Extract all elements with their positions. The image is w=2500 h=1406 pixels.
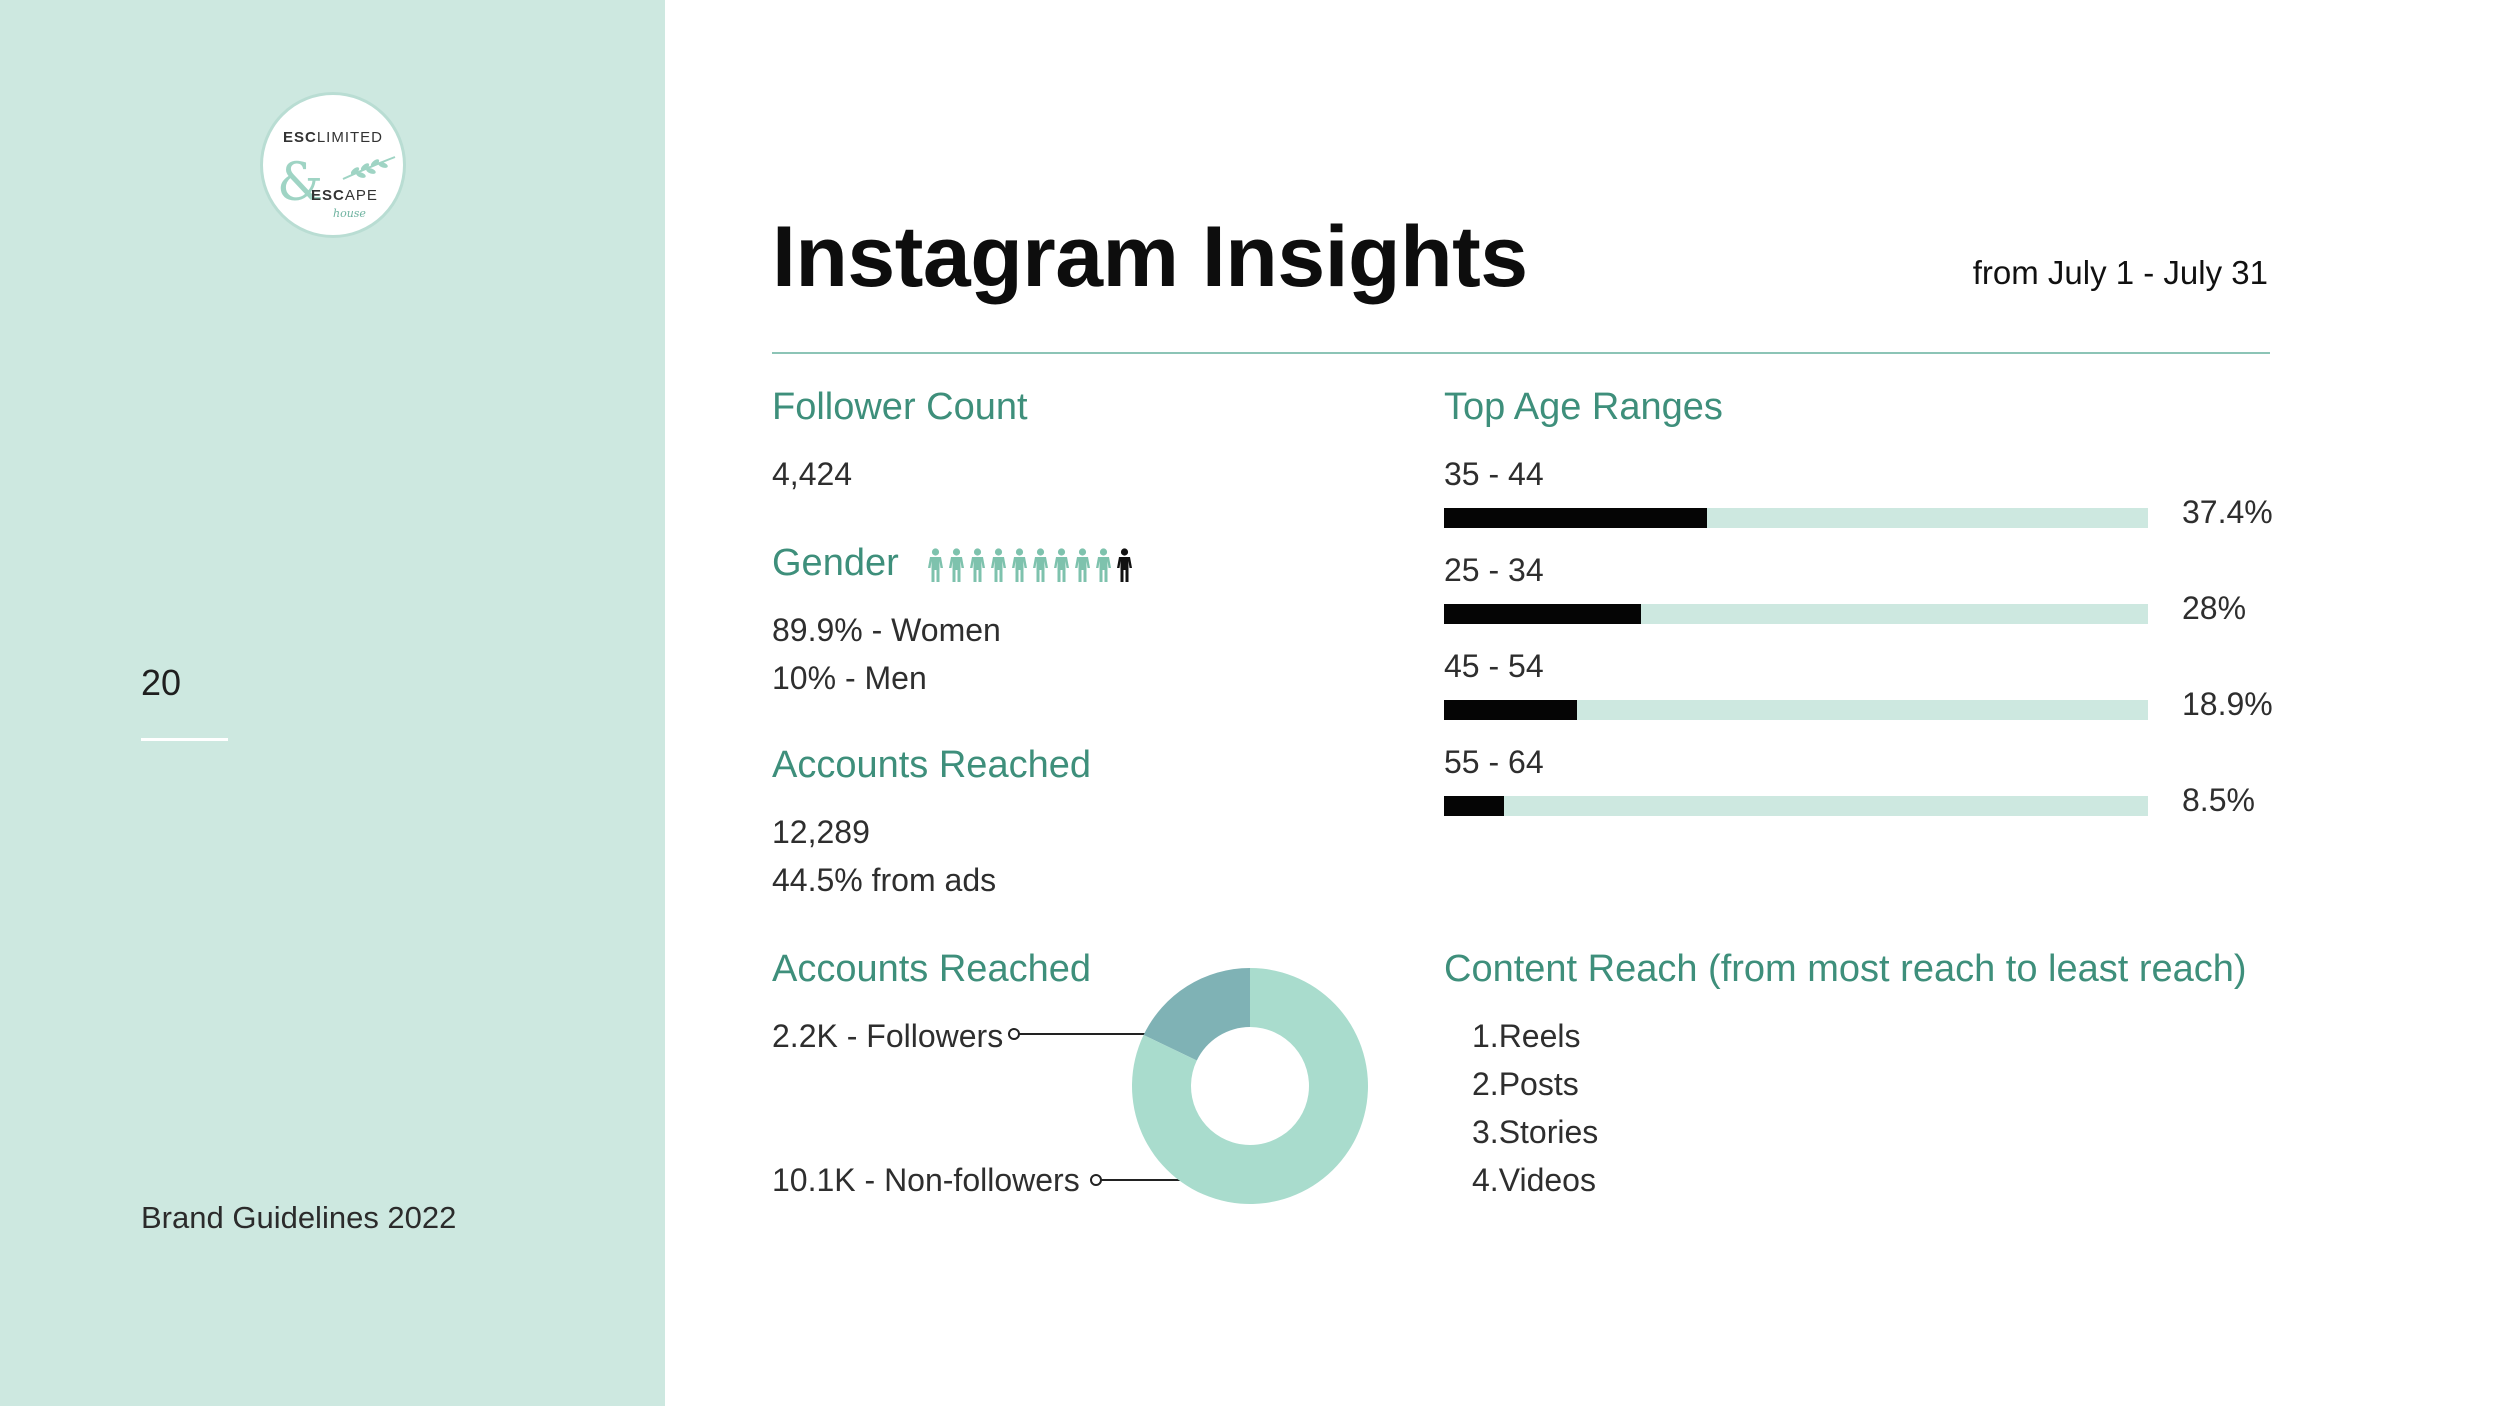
woman-icon <box>1052 548 1071 584</box>
gender-men: 10% - Men <box>772 660 927 696</box>
age-bar-track <box>1444 604 2148 624</box>
follower-count-value: 4,424 <box>772 456 853 492</box>
woman-icon <box>947 548 966 584</box>
accounts-reached-heading: Accounts Reached <box>772 744 1091 786</box>
content-reach-item: 3.Stories <box>1472 1114 1599 1150</box>
age-label: 25 - 34 <box>1444 552 1544 588</box>
woman-icon <box>1031 548 1050 584</box>
ampersand-mark: & <box>277 153 324 213</box>
brand-footer: Brand Guidelines 2022 <box>141 1200 457 1235</box>
header-divider <box>772 352 2270 354</box>
age-bar-fill <box>1444 508 1708 528</box>
woman-icon <box>1094 548 1113 584</box>
nonfollowers-leader-line <box>1100 1179 1246 1181</box>
age-bar-fill <box>1444 796 1504 816</box>
woman-icon <box>989 548 1008 584</box>
content-reach-heading: Content Reach (from most reach to least … <box>1444 948 2247 990</box>
content-reach-item: 2.Posts <box>1472 1066 1579 1102</box>
followers-label: 2.2K - Followers <box>772 1018 1004 1054</box>
gender-heading: Gender <box>772 542 899 584</box>
accounts-donut-chart <box>1132 968 1368 1204</box>
content-reach-item: 4.Videos <box>1472 1162 1596 1198</box>
logo-top-text: ESCLIMITED <box>282 129 384 146</box>
logo-bottom-text: ESCAPE <box>311 187 378 204</box>
woman-icon <box>968 548 987 584</box>
woman-icon <box>1010 548 1029 584</box>
follower-count-heading: Follower Count <box>772 386 1028 428</box>
sidebar: ESCLIMITED & ESCAPE house 20 Brand Guide… <box>0 0 665 1406</box>
nonfollowers-label: 10.1K - Non-followers <box>772 1162 1080 1198</box>
age-bar-fill <box>1444 700 1578 720</box>
followers-leader-line <box>1018 1033 1188 1035</box>
donut-slice-nonfollowers <box>1132 968 1368 1204</box>
age-bar-value: 18.9% <box>2182 686 2273 722</box>
accounts-reached-value: 12,289 <box>772 814 870 850</box>
logo-script-text: house <box>333 207 366 220</box>
accounts-breakdown-heading: Accounts Reached <box>772 948 1091 990</box>
age-bar-value: 37.4% <box>2182 494 2273 530</box>
age-bar-value: 8.5% <box>2182 782 2255 818</box>
age-bar-track <box>1444 508 2148 528</box>
woman-icon <box>1073 548 1092 584</box>
woman-icon <box>926 548 945 584</box>
age-label: 55 - 64 <box>1444 744 1544 780</box>
man-icon <box>1115 548 1134 584</box>
age-label: 35 - 44 <box>1444 456 1544 492</box>
page-number-underline <box>141 738 228 741</box>
brand-logo: ESCLIMITED & ESCAPE house <box>260 92 406 238</box>
page-number: 20 <box>141 662 182 703</box>
gender-icons <box>926 548 1134 584</box>
age-bar-fill <box>1444 604 1642 624</box>
donut-slice-followers <box>1143 968 1250 1061</box>
leaf-icon <box>342 156 396 180</box>
date-range: from July 1 - July 31 <box>1972 254 2268 291</box>
gender-women: 89.9% - Women <box>772 612 1001 648</box>
age-bar-track <box>1444 700 2148 720</box>
age-bar-value: 28% <box>2182 590 2247 626</box>
age-ranges-heading: Top Age Ranges <box>1444 386 1723 428</box>
content-reach-item: 1.Reels <box>1472 1018 1581 1054</box>
age-label: 45 - 54 <box>1444 648 1544 684</box>
age-bar-track <box>1444 796 2148 816</box>
accounts-reached-ads: 44.5% from ads <box>772 862 997 898</box>
page-title: Instagram Insights <box>772 209 1528 305</box>
